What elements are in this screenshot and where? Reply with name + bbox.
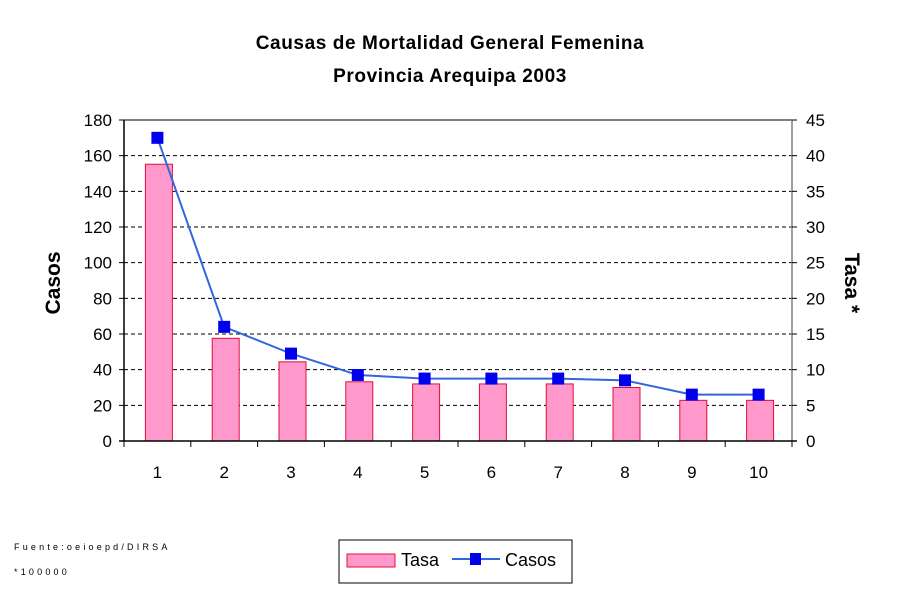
right-tick-label: 45 (806, 111, 825, 130)
legend-swatch-tasa (346, 553, 396, 568)
bar-tasa-7 (545, 383, 574, 442)
chart-subtitle: Provincia Arequipa 2003 (333, 66, 567, 87)
x-tick-label: 2 (219, 463, 228, 482)
point-casos-3 (285, 347, 297, 360)
bar-tasa-2 (211, 337, 240, 442)
x-tick-label: 4 (353, 463, 362, 482)
point-casos-5 (418, 372, 431, 385)
x-tick-label: 3 (286, 463, 295, 482)
right-tick-label: 20 (806, 289, 825, 308)
y-axis-label: Casos (42, 251, 65, 314)
point-casos-10 (752, 388, 765, 401)
bar-tasa-6 (478, 383, 507, 442)
bar-tasa-3 (278, 361, 307, 442)
right-tick-label: 0 (806, 432, 815, 451)
bar-tasa-10 (746, 399, 775, 442)
x-tick-label: 10 (749, 463, 768, 482)
x-tick-label: 7 (553, 463, 562, 482)
rate-note: *100000 (14, 567, 70, 577)
right-tick-label: 30 (806, 218, 825, 237)
right-tick-label: 35 (806, 182, 825, 201)
left-tick-label: 120 (84, 218, 112, 237)
chart-title: Causas de Mortalidad General Femenina (256, 33, 645, 54)
right-tick-label: 40 (806, 147, 825, 166)
point-casos-7 (552, 372, 565, 385)
point-casos-8 (619, 374, 631, 387)
point-casos-2 (218, 320, 231, 333)
point-casos-9 (685, 388, 698, 401)
right-tick-label: 5 (806, 396, 815, 415)
left-tick-label: 160 (84, 147, 112, 166)
left-tick-label: 80 (93, 289, 112, 308)
bar-tasa-8 (612, 387, 641, 442)
bar-tasa-9 (679, 399, 708, 442)
left-axis-ticks: 0 20 40 60 80 100 120 140 160 180 (84, 111, 124, 451)
tasa-bars (144, 163, 775, 442)
right-tick-label: 15 (806, 325, 825, 344)
right-tick-label: 25 (806, 254, 825, 273)
right-axis-ticks: 0 5 10 15 20 25 30 35 40 45 (792, 111, 825, 451)
legend-label-casos: Casos (505, 550, 556, 570)
left-tick-label: 180 (84, 111, 112, 130)
left-tick-label: 140 (84, 182, 112, 201)
x-tick-label: 8 (620, 463, 629, 482)
legend-label-tasa: Tasa (401, 550, 440, 570)
x-axis-ticks: 1 2 3 4 5 6 7 8 9 10 (123, 441, 793, 482)
legend: Tasa Casos (338, 539, 573, 584)
x-tick-label: 6 (487, 463, 496, 482)
left-tick-label: 20 (93, 396, 112, 415)
x-tick-label: 5 (420, 463, 429, 482)
point-casos-4 (351, 369, 364, 382)
source-note: Fuente:oeioepd/DIRSA (14, 542, 171, 552)
y2-axis-label: Tasa * (840, 253, 863, 314)
x-tick-label: 1 (153, 463, 162, 482)
left-tick-label: 0 (103, 432, 112, 451)
right-tick-label: 10 (806, 361, 825, 380)
casos-series-line (156, 137, 759, 396)
bar-tasa-4 (345, 381, 374, 442)
casos-line (151, 131, 765, 401)
point-casos-6 (485, 372, 498, 385)
legend-swatch-casos-marker (470, 553, 481, 565)
bar-tasa-5 (412, 383, 441, 442)
bar-tasa-1 (144, 163, 173, 442)
left-tick-label: 40 (93, 361, 112, 380)
x-tick-label: 9 (687, 463, 696, 482)
point-casos-1 (151, 131, 164, 144)
left-tick-label: 100 (84, 254, 112, 273)
left-tick-label: 60 (93, 325, 112, 344)
